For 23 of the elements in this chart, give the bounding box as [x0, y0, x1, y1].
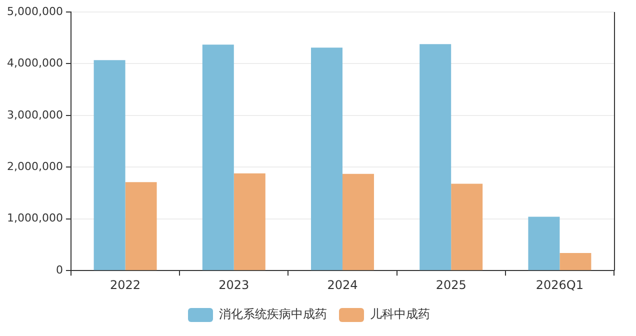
bar — [202, 44, 234, 270]
y-tick-label: 5,000,000 — [7, 4, 63, 18]
bar — [310, 48, 342, 270]
legend-label: 儿科中成药 — [370, 307, 430, 322]
bar — [125, 182, 157, 270]
x-tick-label: 2024 — [327, 278, 358, 292]
y-tick-label: 1,000,000 — [7, 212, 63, 225]
x-tick-label: 2023 — [218, 278, 250, 292]
bar — [94, 60, 126, 270]
x-tick-label: 2022 — [110, 278, 141, 292]
y-tick-label: 0 — [56, 263, 63, 276]
bar — [342, 174, 374, 270]
y-tick-label: 4,000,000 — [7, 56, 63, 70]
bar — [234, 173, 266, 270]
y-tick-label: 3,000,000 — [7, 108, 63, 122]
bar — [420, 44, 452, 270]
bar — [451, 184, 483, 270]
legend-label: 消化系统疾病中成药 — [219, 307, 327, 322]
x-tick-label: 2026Q1 — [536, 278, 584, 292]
bar — [560, 253, 592, 270]
bar — [528, 216, 560, 270]
x-tick-label: 2025 — [436, 278, 466, 292]
y-tick-label: 2,000,000 — [7, 160, 63, 174]
